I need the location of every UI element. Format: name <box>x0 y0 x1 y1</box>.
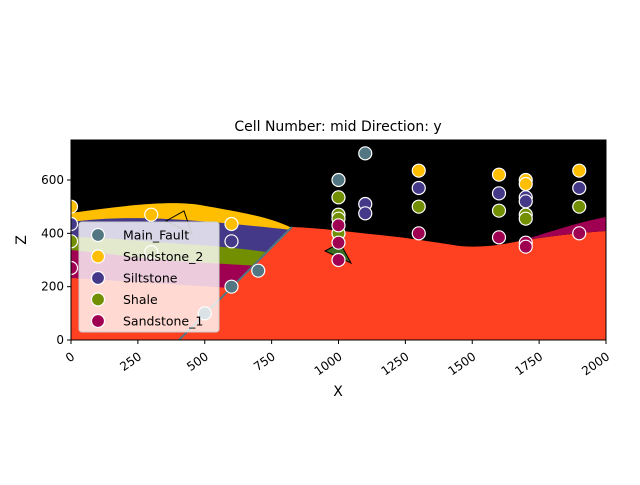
point-main-fault-4 <box>358 146 373 161</box>
x-tick-label: 500 <box>184 349 211 374</box>
point-shale-6 <box>411 199 426 214</box>
point-siltstone-5 <box>491 186 507 201</box>
x-tick-label: 250 <box>117 349 144 374</box>
legend-marker-main-fault <box>90 227 106 243</box>
point-shale-7 <box>491 203 507 218</box>
x-tick-label: 2000 <box>579 349 612 378</box>
point-siltstone-0 <box>71 216 79 232</box>
x-tick-label: 750 <box>251 349 278 374</box>
point-sandstone-1-0 <box>71 260 79 276</box>
point-sandstone-1-8 <box>572 226 587 241</box>
point-sandstone-2-1 <box>144 207 159 222</box>
point-siltstone-1 <box>224 234 239 249</box>
x-axis-ticks: 0 250 500 750 1000 1250 1500 1750 2000 <box>63 340 612 378</box>
x-tick-label: 1250 <box>379 349 412 378</box>
x-tick-label: 0 <box>63 349 77 365</box>
chart-title: Cell Number: mid Direction: y <box>234 119 441 135</box>
point-sandstone-2-0 <box>71 199 79 214</box>
y-tick-label: 400 <box>41 226 64 240</box>
point-main-fault-3 <box>331 172 346 188</box>
y-tick-label: 600 <box>41 173 64 187</box>
legend-marker-sandstone-1 <box>90 313 106 329</box>
point-main-fault-1 <box>251 263 266 278</box>
point-sandstone-2-7 <box>572 163 587 178</box>
legend-label-sandstone-1: Sandstone_1 <box>123 314 203 329</box>
x-axis-label: X <box>333 384 343 400</box>
layer-sandstone-1-right <box>520 217 606 241</box>
legend-label-main-fault: Main_Fault <box>123 228 189 243</box>
point-sandstone-2-6 <box>518 176 533 192</box>
legend-label-siltstone: Siltstone <box>123 271 178 286</box>
point-siltstone-4 <box>411 180 426 196</box>
legend-label-sandstone-2: Sandstone_2 <box>123 249 203 264</box>
x-tick-label: 1500 <box>445 349 478 378</box>
legend-box <box>78 221 220 333</box>
point-sandstone-2-3 <box>411 163 426 178</box>
y-tick-label: 200 <box>41 280 64 294</box>
point-shale-10 <box>572 199 587 214</box>
point-shale-0 <box>71 234 79 249</box>
y-axis-ticks: 0 200 400 600 <box>41 173 71 347</box>
y-axis-label: Z <box>14 235 30 245</box>
legend-marker-shale <box>90 292 106 307</box>
legend-marker-siltstone <box>90 270 106 286</box>
x-tick-label: 1750 <box>512 349 545 378</box>
point-siltstone-8 <box>572 180 587 196</box>
point-sandstone-1-4 <box>411 226 426 241</box>
point-sandstone-2-4 <box>491 167 507 182</box>
point-sandstone-2-2 <box>224 216 239 232</box>
point-sandstone-1-1 <box>331 218 346 233</box>
y-tick-label: 0 <box>56 333 64 347</box>
point-sandstone-1-7 <box>518 239 533 254</box>
point-siltstone-3 <box>358 206 373 221</box>
legend-marker-sandstone-2 <box>90 249 106 264</box>
layer-basement-right <box>179 227 606 340</box>
legend-label-shale: Shale <box>123 292 158 307</box>
point-shale-9 <box>518 211 533 226</box>
point-main-fault-0 <box>224 279 239 294</box>
data-points <box>71 146 587 321</box>
point-sandstone-1-5 <box>491 230 507 245</box>
point-shale-2 <box>331 190 346 205</box>
x-tick-label: 1000 <box>312 349 345 378</box>
point-siltstone-7 <box>518 194 533 209</box>
point-sandstone-1-2 <box>331 235 346 250</box>
legend: Main_Fault Sandstone_2 Siltstone Shale Sands… <box>78 221 220 333</box>
point-sandstone-1-3 <box>331 252 346 268</box>
